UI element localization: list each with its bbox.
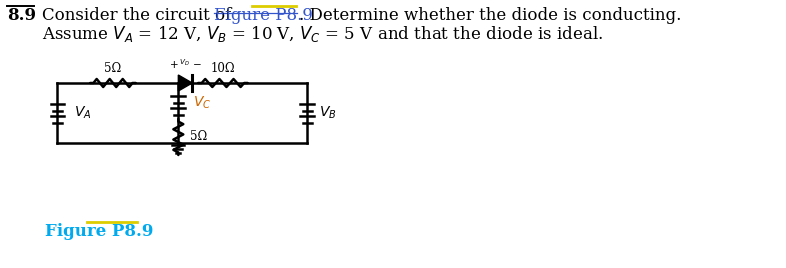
Text: 5Ω: 5Ω [105, 62, 122, 75]
Text: $+\,^{V_D}\,-$: $+\,^{V_D}\,-$ [169, 57, 202, 71]
Text: $V_B$: $V_B$ [319, 105, 336, 121]
Text: 10Ω: 10Ω [211, 62, 235, 75]
Text: . Determine whether the diode is conducting.: . Determine whether the diode is conduct… [299, 7, 681, 24]
Text: $V_C$: $V_C$ [193, 95, 211, 111]
Text: Figure P8.9: Figure P8.9 [45, 223, 153, 240]
Text: Consider the circuit of: Consider the circuit of [42, 7, 236, 24]
Text: Assume $V_A$ = 12 V, $V_B$ = 10 V, $V_C$ = 5 V and that the diode is ideal.: Assume $V_A$ = 12 V, $V_B$ = 10 V, $V_C$… [42, 24, 603, 44]
Text: Figure P8.9: Figure P8.9 [214, 7, 313, 24]
Text: 8.9: 8.9 [7, 7, 36, 24]
Polygon shape [178, 75, 193, 91]
Text: $V_A$: $V_A$ [75, 105, 92, 121]
Text: 5Ω: 5Ω [190, 131, 208, 143]
